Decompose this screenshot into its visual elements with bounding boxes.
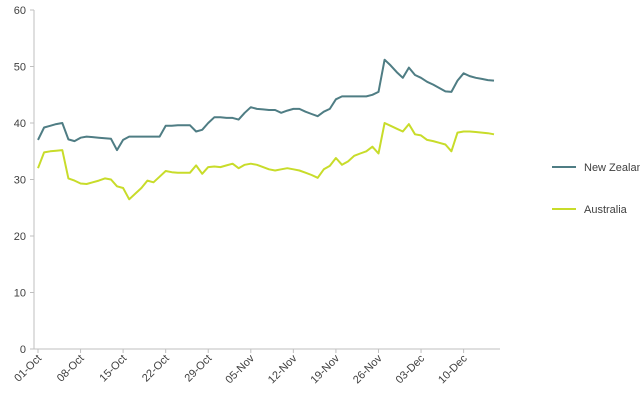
y-tick-label: 60 xyxy=(14,5,26,17)
legend-label-australia: Australia xyxy=(584,204,628,216)
x-tick-label: 08-Oct xyxy=(55,353,87,385)
x-tick-label: 10-Dec xyxy=(436,352,470,386)
x-tick-label: 12-Nov xyxy=(266,352,300,386)
x-tick-label: 19-Nov xyxy=(308,352,342,386)
x-tick-group: 01-Oct 08-Oct 15-Oct 22-Oct 29-Oct 05-Nov 12-N… xyxy=(12,349,470,386)
y-tick-label: 50 xyxy=(14,62,26,74)
x-tick-label: 05-Nov xyxy=(223,352,257,386)
x-tick-label: 15-Oct xyxy=(97,353,129,385)
y-tick-label: 40 xyxy=(14,118,26,130)
x-axis: 01-Oct 08-Oct 15-Oct 22-Oct 29-Oct 05-Nov 12-N… xyxy=(12,348,500,386)
y-tick-label: 30 xyxy=(14,175,26,187)
y-axis: 0 10 20 30 40 50 60 xyxy=(14,5,35,356)
legend: New Zealand Australia xyxy=(552,162,640,216)
series-line-new-zealand xyxy=(37,58,495,152)
y-tick-group: 0 10 20 30 40 50 60 xyxy=(14,5,34,356)
series-lines xyxy=(37,58,495,201)
y-tick-label: 10 xyxy=(14,288,26,300)
x-tick-label: 26-Nov xyxy=(351,352,385,386)
x-tick-label: 29-Oct xyxy=(183,353,215,385)
x-tick-label: 03-Dec xyxy=(394,352,428,386)
series-line-australia xyxy=(37,122,495,201)
legend-label-new-zealand: New Zealand xyxy=(584,162,640,174)
x-tick-label: 22-Oct xyxy=(140,353,172,385)
y-tick-label: 20 xyxy=(14,231,26,243)
x-tick-label: 01-Oct xyxy=(12,353,44,385)
y-tick-label: 0 xyxy=(20,344,26,356)
